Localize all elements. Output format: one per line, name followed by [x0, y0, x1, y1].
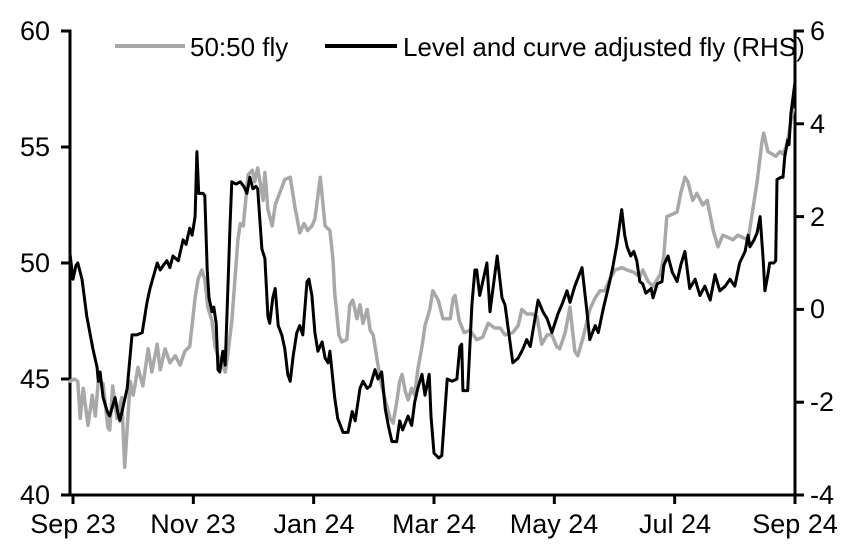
series-line-level-curve-adjusted-fly — [68, 80, 797, 460]
left-axis-tick-label: 60 — [19, 16, 50, 46]
x-axis-tick-label: Sep 23 — [30, 509, 116, 539]
x-axis-tick-label: Sep 24 — [752, 509, 838, 539]
legend-line-swatch-gray — [115, 44, 185, 48]
left-axis-tick-label: 45 — [19, 364, 50, 394]
right-axis-tick-label: 4 — [810, 109, 826, 139]
x-axis-tick-label: Mar 24 — [391, 509, 477, 539]
right-axis-tick-label: -2 — [810, 387, 835, 417]
legend-line-swatch-black — [325, 44, 397, 48]
x-axis-tick-label: Jul 24 — [638, 509, 712, 539]
right-axis-tick-label: 0 — [810, 294, 826, 324]
right-axis-tick-label: -4 — [810, 480, 835, 510]
right-axis-tick-label: 6 — [810, 16, 826, 46]
x-axis-tick-label: Jan 24 — [273, 509, 355, 539]
x-axis-tick-label: May 24 — [509, 509, 599, 539]
series-line-5050-fly — [68, 108, 795, 469]
left-axis-tick-label: 55 — [19, 132, 50, 162]
x-axis-tick-label: Nov 23 — [150, 509, 236, 539]
legend-label-5050-fly: 50:50 fly — [190, 32, 289, 62]
legend-label-level-curve-adjusted-fly: Level and curve adjusted fly (RHS) — [403, 32, 805, 62]
left-axis-tick-label: 50 — [19, 248, 50, 278]
left-axis-tick-label: 40 — [19, 480, 50, 510]
right-axis-tick-label: 2 — [810, 202, 826, 232]
